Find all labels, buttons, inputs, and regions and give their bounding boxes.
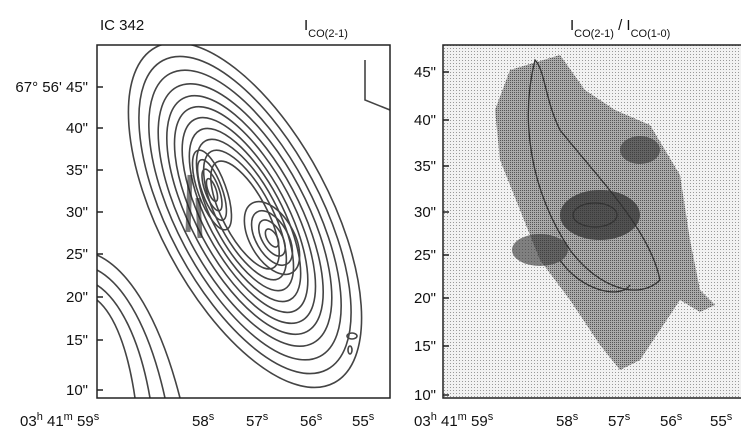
y-tick-label: 30" [66, 204, 88, 221]
y-tick-label: 67° 56' 45" [15, 79, 88, 96]
x-tick-label: 58s [192, 411, 215, 430]
panel-title: ICO(2-1) / ICO(1-0) [570, 17, 670, 40]
tick-sup: m [64, 411, 73, 423]
y-tick-label: 20" [66, 289, 88, 306]
x-tick-label: 55s [352, 411, 375, 430]
panel-label: IC 342 [100, 17, 144, 34]
tick-sup: h [431, 411, 437, 423]
x-tick-label: 03h 41m 59s [414, 411, 494, 430]
y-tick-label: 40" [414, 112, 436, 129]
y-tick-label: 20" [414, 290, 436, 307]
title-part: I [570, 17, 574, 34]
tick-sup: s [625, 411, 631, 423]
tick-part: 55 [352, 413, 369, 430]
tick-sup: h [37, 411, 43, 423]
tick-part: 41 [43, 413, 64, 430]
y-tick-label: 25" [66, 246, 88, 263]
tick-sup: s [209, 411, 215, 423]
tick-part: 03 [20, 413, 37, 430]
y-tick-label: 10" [414, 387, 436, 404]
ratio-map [443, 45, 741, 398]
x-tick-label: 56s [660, 411, 683, 430]
tick-sup: s [573, 411, 579, 423]
title-part: I [626, 17, 630, 34]
tick-labels: 67° 56' 45" 40" 35" 30" 25" 20" 15" 10" 03h 41m … [15, 64, 732, 430]
x-tick-label: 56s [300, 411, 323, 430]
y-tick-label: 25" [414, 247, 436, 264]
title-part: / [614, 17, 627, 34]
tick-sup: s [727, 411, 733, 423]
x-tick-label: 58s [556, 411, 579, 430]
y-tick-label: 35" [66, 162, 88, 179]
tick-sup: s [263, 411, 269, 423]
title-sub: CO(1-0) [631, 28, 671, 40]
tick-part: 57 [608, 413, 625, 430]
x-tick-label: 57s [608, 411, 631, 430]
y-tick-label: 40" [66, 120, 88, 137]
y-tick-label: 35" [414, 158, 436, 175]
panel-frame [442, 44, 741, 399]
tick-part: 56 [660, 413, 677, 430]
tick-part: 57 [246, 413, 263, 430]
x-tick-label: 03h 41m 59s [20, 411, 100, 430]
x-tick-label: 57s [246, 411, 269, 430]
title-sub: CO(2-1) [574, 28, 614, 40]
tick-part: 03 [414, 413, 431, 430]
tick-sup: s [317, 411, 323, 423]
y-tick-label: 15" [66, 332, 88, 349]
title-part: I [304, 17, 308, 34]
y-tick-label: 30" [414, 204, 436, 221]
panel-title: ICO(2-1) [304, 17, 348, 40]
tick-part: 56 [300, 413, 317, 430]
tick-part: 59 [73, 413, 94, 430]
panel-frame [96, 44, 391, 399]
tick-sup: m [458, 411, 467, 423]
tick-part: 55 [710, 413, 727, 430]
tick-part: 58 [556, 413, 573, 430]
title-sub: CO(2-1) [308, 28, 348, 40]
tick-part: 58 [192, 413, 209, 430]
tick-sup: s [94, 411, 100, 423]
contour-map [97, 45, 390, 398]
tick-sup: s [488, 411, 494, 423]
tick-sup: s [369, 411, 375, 423]
tick-part: 59 [467, 413, 488, 430]
y-tick-label: 45" [414, 64, 436, 81]
tick-sup: s [677, 411, 683, 423]
tick-part: 41 [437, 413, 458, 430]
y-tick-label: 15" [414, 338, 436, 355]
x-tick-label: 55s [710, 411, 733, 430]
y-tick-label: 10" [66, 382, 88, 399]
